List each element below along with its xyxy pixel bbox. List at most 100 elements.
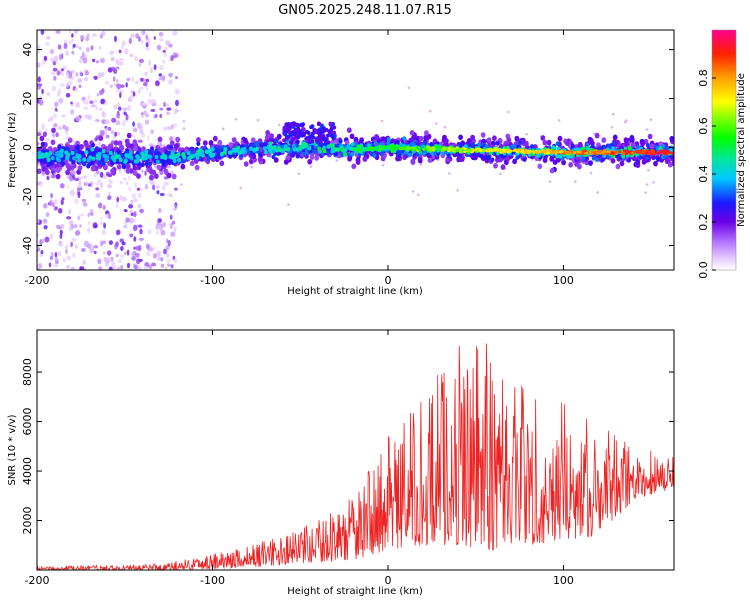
core-point	[369, 146, 374, 150]
noise-point	[110, 56, 115, 62]
noise-point	[145, 78, 150, 83]
noise-point	[108, 240, 113, 246]
band-point	[194, 164, 200, 171]
feature-point	[326, 133, 330, 138]
noise-point	[37, 142, 40, 146]
band-point	[445, 156, 451, 163]
noise-point	[174, 53, 179, 58]
band-point	[125, 141, 131, 148]
band-point	[262, 146, 267, 151]
band-point	[202, 140, 208, 146]
noise-point	[86, 47, 90, 53]
noise-point	[70, 241, 73, 248]
band-point	[346, 144, 351, 149]
noise-point	[94, 99, 98, 104]
noise-point	[61, 114, 66, 118]
band-point	[411, 134, 417, 140]
snr-plot-area	[37, 330, 674, 570]
noise-point	[45, 41, 50, 46]
noise-point	[41, 238, 45, 244]
faint-point	[411, 190, 415, 193]
band-point	[156, 164, 162, 171]
noise-point	[98, 72, 103, 79]
feature-point	[287, 124, 292, 129]
y-tick-label: 2000	[21, 507, 34, 535]
band-point	[594, 157, 599, 162]
noise-point	[163, 127, 168, 131]
y-tick-label: 0	[21, 144, 34, 151]
noise-point	[43, 55, 48, 62]
noise-point	[164, 103, 170, 107]
x-tick-label: -200	[25, 274, 50, 287]
noise-point	[70, 170, 76, 176]
noise-point	[106, 250, 112, 256]
feature-point	[306, 131, 311, 135]
noise-point	[136, 258, 141, 265]
band-point	[664, 158, 670, 165]
colorbar-ticks: 0.0 0.2 0.4 0.6 0.8	[697, 69, 716, 279]
band-point	[330, 148, 335, 153]
x-tick-label: 100	[553, 274, 574, 287]
noise-point	[141, 30, 146, 36]
noise-point	[52, 202, 55, 207]
core-point	[645, 151, 649, 155]
noise-point	[107, 191, 111, 196]
band-point	[101, 161, 106, 166]
core-point	[401, 147, 405, 151]
band-point	[77, 158, 81, 163]
x-tick-label: 0	[384, 574, 391, 587]
noise-point	[74, 198, 79, 205]
band-point	[173, 154, 177, 159]
band-point	[307, 159, 313, 165]
noise-point	[107, 195, 112, 200]
y-tick-label: 6000	[21, 408, 34, 436]
feature-point	[319, 130, 324, 134]
noise-point	[58, 208, 63, 214]
noise-point	[99, 46, 102, 50]
noise-point	[166, 238, 169, 244]
noise-point	[101, 71, 105, 77]
band-point	[422, 150, 427, 156]
y-tick-label: 4000	[21, 457, 34, 485]
band-point	[175, 136, 181, 143]
noise-point	[137, 139, 143, 143]
noise-point	[133, 211, 137, 218]
band-point	[91, 142, 95, 148]
noise-point	[92, 58, 96, 63]
band-point	[65, 169, 70, 176]
core-point	[546, 148, 550, 152]
band-point	[397, 153, 402, 158]
band-point	[472, 152, 477, 157]
faint-point	[417, 193, 420, 197]
noise-point	[65, 50, 69, 56]
noise-point	[138, 244, 142, 252]
noise-point	[148, 229, 152, 234]
noise-point	[94, 118, 100, 123]
band-point	[269, 133, 274, 139]
band-point	[180, 159, 185, 164]
band-point	[283, 144, 288, 149]
noise-point	[75, 115, 81, 122]
noise-point	[53, 55, 59, 62]
core-point	[443, 147, 447, 151]
noise-point	[80, 34, 85, 41]
band-point	[302, 151, 307, 157]
band-point	[48, 151, 53, 156]
band-point	[402, 136, 407, 141]
noise-point	[128, 204, 134, 209]
feature-point	[299, 122, 304, 127]
faint-point	[239, 186, 242, 190]
noise-point	[46, 36, 51, 40]
band-point	[281, 149, 285, 154]
noise-point	[163, 52, 168, 58]
noise-point	[139, 208, 145, 214]
band-point	[591, 156, 596, 161]
core-point	[542, 150, 547, 154]
noise-point	[121, 241, 126, 246]
band-point	[59, 153, 64, 158]
band-point	[322, 148, 327, 154]
feature-point	[318, 139, 323, 144]
noise-point	[70, 101, 73, 105]
